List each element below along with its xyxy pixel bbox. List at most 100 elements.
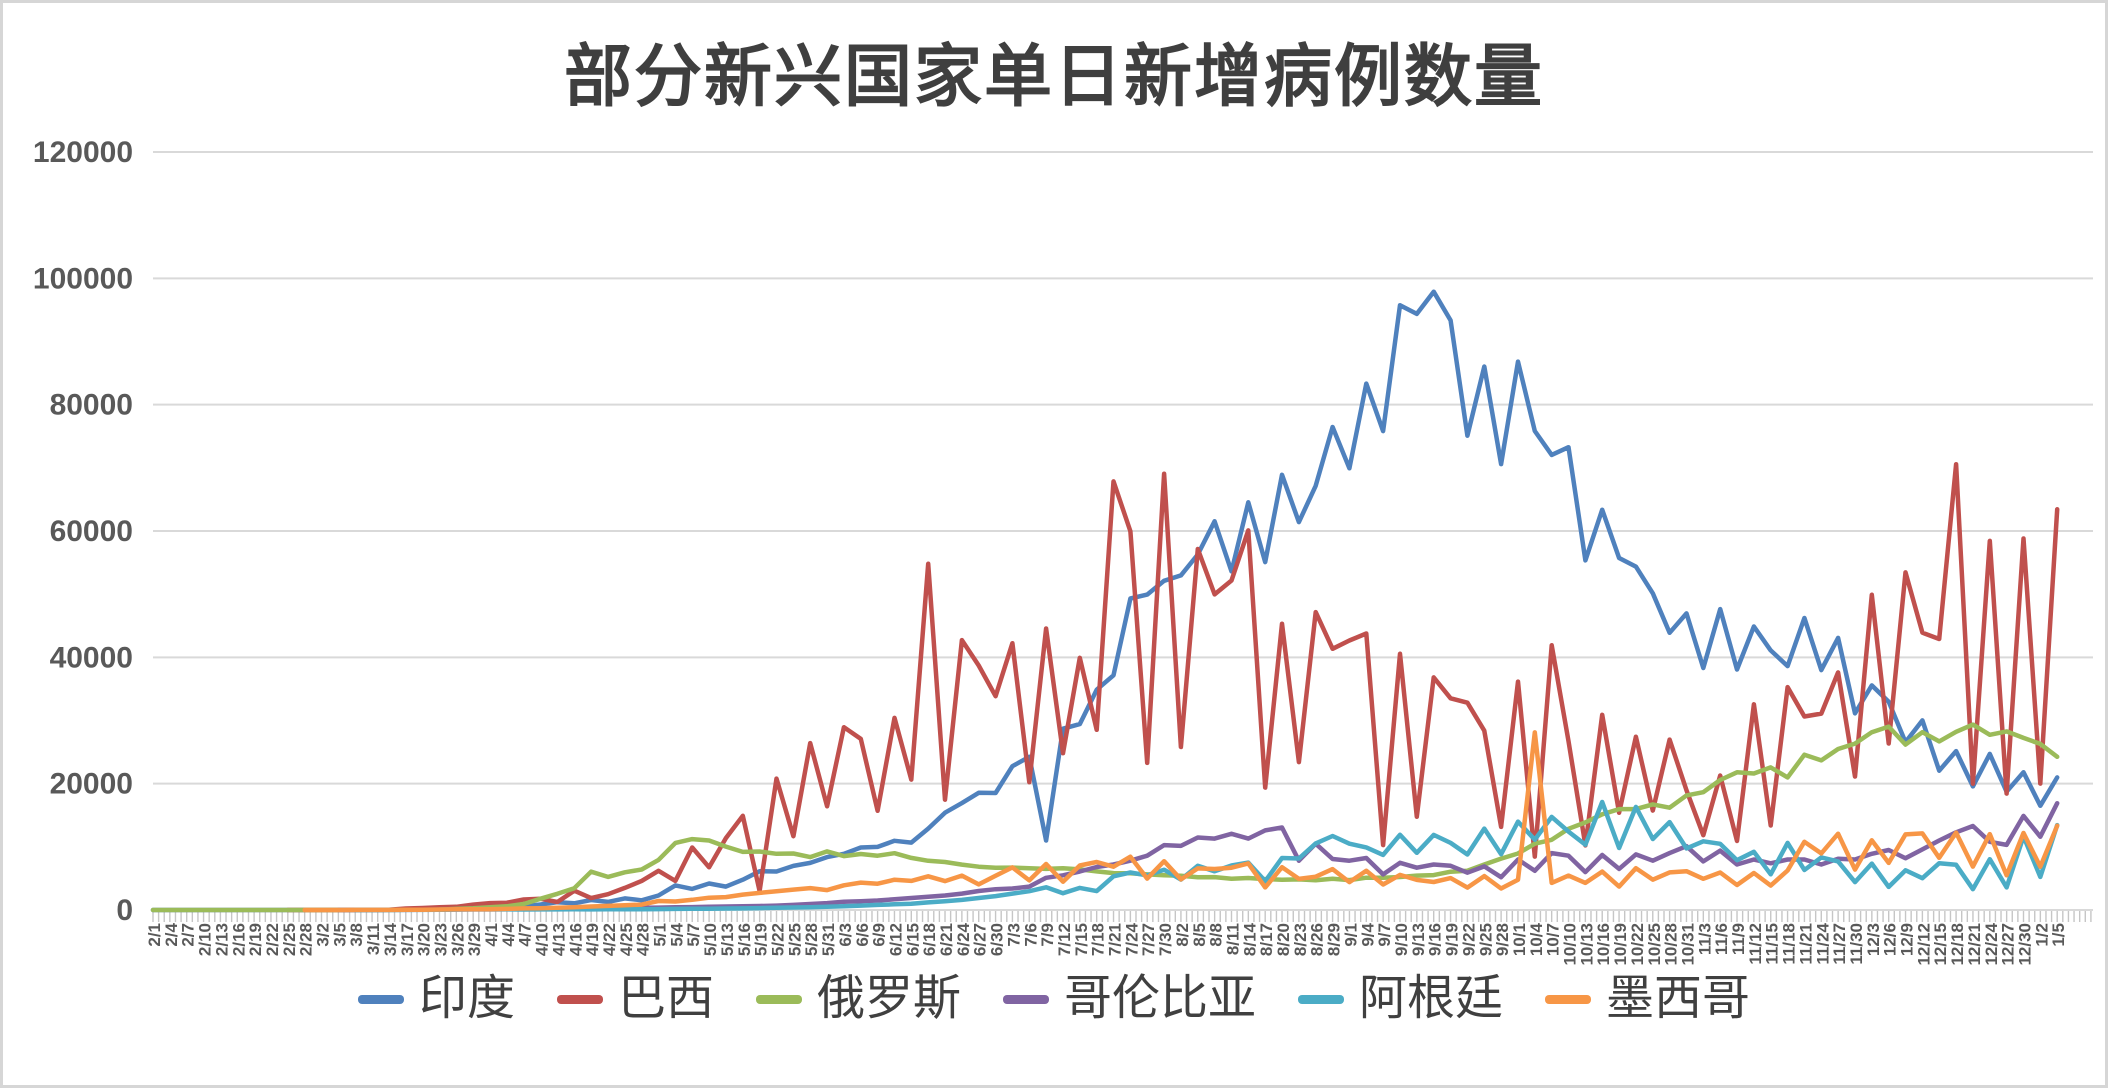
x-axis-tick-label: 4/13	[549, 923, 568, 956]
series-line-墨西哥	[302, 730, 2060, 913]
x-axis-tick-label: 12/6	[1881, 923, 1900, 956]
x-axis-tick-label: 6/21	[937, 923, 956, 956]
x-axis-tick-label: 11/18	[1780, 923, 1799, 965]
x-axis-tick-label: 5/22	[768, 923, 787, 956]
legend-item: 阿根廷	[1298, 975, 1503, 1023]
x-axis-tick-label: 1/5	[2049, 923, 2068, 947]
x-axis-tick-label: 5/28	[802, 923, 821, 956]
legend-label: 哥伦比亚	[1064, 972, 1257, 1025]
x-axis-tick-label: 8/20	[1274, 923, 1293, 956]
x-axis-tick-label: 10/1	[1510, 923, 1529, 956]
x-axis-tick-label: 6/6	[853, 923, 872, 947]
x-axis-tick-label: 11/6	[1712, 923, 1731, 955]
x-axis-tick-label: 8/8	[1207, 923, 1226, 947]
x-axis-tick-label: 5/31	[819, 923, 838, 956]
x-axis-tick-label: 3/17	[398, 923, 417, 956]
legend-item: 墨西哥	[1545, 975, 1750, 1023]
x-axis-tick-label: 11/9	[1729, 923, 1748, 955]
y-axis-tick-label: 0	[116, 894, 133, 927]
x-axis-tick-label: 6/30	[988, 923, 1007, 956]
x-axis-tick-label: 12/18	[1948, 923, 1967, 966]
y-axis-tick-label: 120000	[33, 136, 133, 169]
legend-swatch-icon	[556, 994, 603, 1004]
x-axis-tick-label: 5/4	[667, 922, 686, 946]
x-axis-tick-label: 8/14	[1240, 922, 1259, 956]
y-axis-tick-label: 20000	[50, 768, 133, 801]
x-axis-tick-label: 10/13	[1577, 923, 1596, 966]
x-axis-tick-label: 9/19	[1443, 923, 1462, 956]
x-axis-tick-label: 3/5	[330, 923, 349, 947]
legend-label: 巴西	[617, 972, 714, 1025]
x-axis-tick-label: 6/9	[870, 923, 889, 947]
x-axis-tick-label: 3/2	[314, 923, 333, 947]
legend-swatch-icon	[1298, 994, 1345, 1004]
x-axis-tick-label: 4/10	[533, 923, 552, 956]
x-axis-tick-label: 2/4	[162, 922, 181, 946]
x-axis-tick-label: 9/16	[1426, 923, 1445, 956]
x-axis-tick-label: 3/14	[381, 922, 400, 956]
x-axis-tick-label: 9/25	[1476, 923, 1495, 956]
x-axis-tick-label: 9/10	[1392, 923, 1411, 956]
legend-label: 俄罗斯	[816, 972, 961, 1025]
legend: 印度 巴西 俄罗斯 哥伦比亚 阿根廷 墨西哥	[3, 975, 2105, 1023]
x-axis-tick-label: 5/16	[735, 923, 754, 956]
x-axis-tick-label: 10/22	[1628, 923, 1647, 966]
x-axis-tick-label: 12/30	[2015, 923, 2034, 966]
x-axis-tick-label: 2/19	[246, 923, 265, 956]
y-axis-tick-label: 100000	[33, 262, 133, 295]
series-line-巴西	[285, 461, 2060, 913]
x-axis-tick-label: 12/21	[1965, 923, 1984, 966]
x-axis-tick-label: 12/27	[1999, 923, 2018, 966]
x-axis-tick-label: 9/1	[1341, 923, 1360, 947]
y-axis-tick-label: 80000	[50, 389, 133, 422]
y-axis-tick-label: 40000	[50, 641, 133, 674]
x-axis-tick-label: 2/16	[229, 923, 248, 956]
x-axis-tick-label: 11/24	[1813, 922, 1832, 964]
x-axis-tick-label: 7/6	[1021, 923, 1040, 947]
x-axis-tick-label: 10/25	[1645, 923, 1664, 966]
x-axis-tick-label: 3/8	[347, 923, 366, 947]
x-axis-tick-label: 12/9	[1898, 923, 1917, 956]
x-axis-tick-label: 6/12	[886, 923, 905, 956]
x-axis-tick-label: 9/28	[1493, 923, 1512, 956]
x-axis-tick-label: 5/25	[785, 923, 804, 956]
x-axis-tick-label: 11/3	[1695, 923, 1714, 955]
x-axis-tick-label: 10/7	[1544, 923, 1563, 956]
legend-label: 印度	[418, 972, 515, 1025]
x-axis-tick-label: 4/4	[499, 922, 518, 946]
x-axis-tick-label: 3/29	[465, 923, 484, 956]
x-axis-tick-label: 8/23	[1291, 923, 1310, 956]
legend-item: 哥伦比亚	[1003, 975, 1256, 1023]
x-axis-tick-label: 7/24	[1122, 922, 1141, 956]
x-axis-tick-label: 8/29	[1325, 923, 1344, 956]
x-axis-tick-label: 6/27	[971, 923, 990, 956]
x-axis-tick-label: 11/15	[1763, 923, 1782, 965]
x-axis-tick-label: 9/7	[1375, 923, 1394, 947]
x-axis-tick-label: 4/7	[516, 923, 535, 947]
x-axis-tick-label: 7/27	[1139, 923, 1158, 956]
x-axis-tick-label: 7/3	[1004, 923, 1023, 947]
x-axis-tick-label: 9/4	[1358, 922, 1377, 946]
legend-item: 巴西	[556, 972, 714, 1025]
x-axis-tick-label: 7/30	[1156, 923, 1175, 956]
x-axis-tick-label: 12/12	[1914, 923, 1933, 966]
x-axis-tick-label: 10/16	[1594, 923, 1613, 966]
x-axis-tick-label: 10/19	[1611, 923, 1630, 966]
legend-item: 俄罗斯	[755, 972, 961, 1025]
x-axis-tick-label: 5/1	[651, 923, 670, 947]
legend-swatch-icon	[755, 994, 802, 1004]
legend-item: 印度	[357, 972, 515, 1025]
x-axis-tick-label: 4/16	[566, 923, 585, 956]
x-axis-tick-label: 7/15	[1072, 923, 1091, 956]
x-axis-tick-label: 5/10	[701, 923, 720, 956]
x-axis-tick-label: 2/28	[297, 923, 316, 956]
x-axis-tick-label: 3/20	[415, 923, 434, 956]
x-axis-tick-label: 2/10	[196, 923, 215, 956]
legend-label: 阿根廷	[1359, 972, 1504, 1025]
x-axis-tick-label: 11/21	[1796, 923, 1815, 965]
x-axis-tick-label: 8/17	[1257, 923, 1276, 956]
x-axis-tick-label: 1/2	[2032, 923, 2051, 947]
x-axis-tick-label: 2/25	[280, 923, 299, 956]
x-axis-tick-label: 5/19	[752, 923, 771, 956]
